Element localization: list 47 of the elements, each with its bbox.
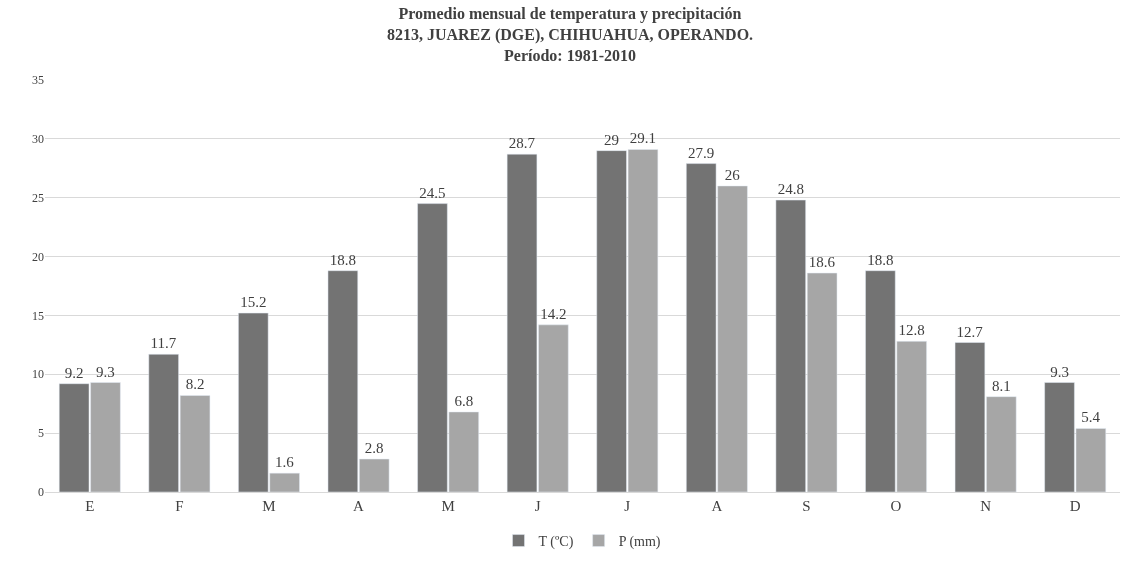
- data-label: 26: [724, 166, 741, 183]
- x-tick-label: M: [441, 498, 455, 514]
- y-tick-label: 20: [32, 249, 44, 264]
- data-label: 9.2: [64, 364, 84, 381]
- y-tick-label: 15: [32, 308, 44, 323]
- data-label: 28.7: [508, 135, 536, 152]
- x-tick-label: A: [711, 498, 723, 514]
- x-tick-label: A: [353, 498, 365, 514]
- chart-title: Promedio mensual de temperatura y precipitación 8213, JUAREZ (DGE), CHIHUAHUA, OPERANDO. Período: 1981-2010: [386, 5, 754, 64]
- y-tick-label: 35: [32, 73, 44, 88]
- x-tick-label: J: [624, 498, 631, 514]
- data-label: 24.5: [419, 184, 446, 201]
- x-tick-label: E: [85, 498, 95, 514]
- data-label: 29.1: [629, 130, 657, 147]
- x-tick-label: D: [1069, 498, 1081, 514]
- x-tick-label: N: [980, 498, 992, 514]
- data-label: 27.9: [688, 144, 715, 161]
- y-tick-label: 0: [38, 485, 44, 500]
- data-label: 6.8: [454, 392, 474, 409]
- x-tick-label: J: [534, 498, 541, 514]
- y-tick-label: 30: [32, 132, 44, 147]
- data-label: 18.8: [329, 251, 356, 268]
- data-label: 18.8: [867, 251, 894, 268]
- x-tick-label: M: [262, 498, 276, 514]
- data-label: 12.7: [956, 323, 984, 340]
- data-label: 8.1: [991, 377, 1011, 394]
- legend-label: P (mm): [618, 534, 661, 551]
- x-tick-label: S: [802, 498, 811, 514]
- data-label: 12.8: [898, 322, 925, 339]
- x-tick-label: F: [175, 498, 184, 514]
- legend-label: T (ºC): [538, 534, 574, 551]
- y-tick-label: 25: [32, 190, 44, 205]
- data-label: 9.3: [96, 363, 115, 380]
- data-label: 18.6: [808, 254, 836, 271]
- data-label: 24.8: [777, 181, 804, 198]
- data-label: 2.8: [364, 440, 384, 457]
- data-label: 9.3: [1050, 363, 1069, 380]
- y-tick-label: 5: [38, 426, 44, 441]
- data-label: 11.7: [150, 335, 177, 352]
- data-label: 1.6: [275, 454, 295, 471]
- y-tick-label: 10: [32, 367, 44, 382]
- data-label: 29: [604, 131, 620, 148]
- data-label: 5.4: [1081, 409, 1101, 426]
- data-label: 8.2: [185, 376, 205, 393]
- data-label: 15.2: [240, 294, 267, 311]
- data-label: 14.2: [540, 305, 567, 322]
- x-tick-label: O: [890, 498, 902, 514]
